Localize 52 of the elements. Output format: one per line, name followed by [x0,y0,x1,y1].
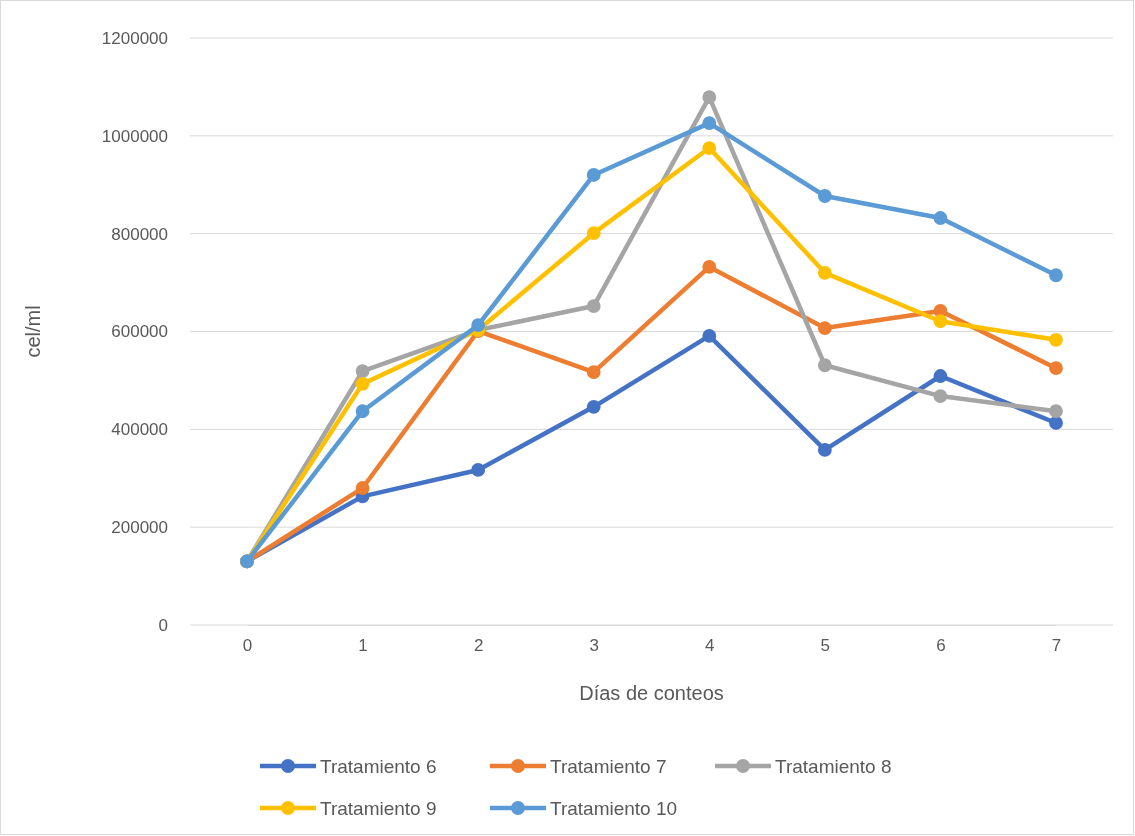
point [702,90,717,105]
point [702,260,717,274]
point [817,189,832,203]
point [702,141,717,155]
point [1049,404,1063,419]
x-tick-label: 5 [820,636,831,656]
y-tick-label: 0 [158,615,168,635]
point [586,168,601,182]
legend-label: Tratamiento 9 [320,798,437,819]
point [817,265,832,280]
x-tick-label: 3 [589,636,599,656]
point [471,318,486,333]
point [933,314,948,329]
y-tick-label: 400000 [111,420,168,440]
point [355,404,370,419]
point [702,116,717,131]
y-tick-label: 1200000 [101,28,168,48]
y-tick-label: 600000 [111,322,168,342]
point [586,299,601,313]
point [933,369,948,383]
point [355,481,370,495]
x-tick-label: 6 [936,636,946,656]
x-tick-label: 2 [473,636,484,656]
legend-label: Tratamiento 8 [775,756,892,777]
point [586,399,601,414]
x-tick-label: 4 [705,636,715,656]
point [817,442,832,457]
point [586,226,601,241]
legend-label: Tratamiento 6 [320,756,437,777]
point [1049,332,1063,347]
point [355,376,370,391]
x-tick-label: 0 [242,636,253,656]
point [586,365,601,379]
point [817,358,832,373]
legend-label: Tratamiento 7 [550,756,667,777]
point [1049,268,1063,283]
point [702,329,717,343]
point [933,211,948,225]
x-tick-label: 1 [358,636,368,656]
y-tick-label: 800000 [111,224,168,244]
x-axis-title: Días de conteos [579,682,724,704]
y-tick-label: 200000 [111,518,168,538]
y-tick-label: 1000000 [101,126,168,146]
point [933,389,948,403]
point [471,463,486,477]
point [1049,416,1063,430]
point [1049,361,1063,376]
legend-label: Tratamiento 10 [550,798,678,819]
point [355,364,370,379]
point [817,321,832,335]
x-tick-label: 7 [1051,636,1062,656]
y-axis-title: cel/ml [22,305,44,358]
